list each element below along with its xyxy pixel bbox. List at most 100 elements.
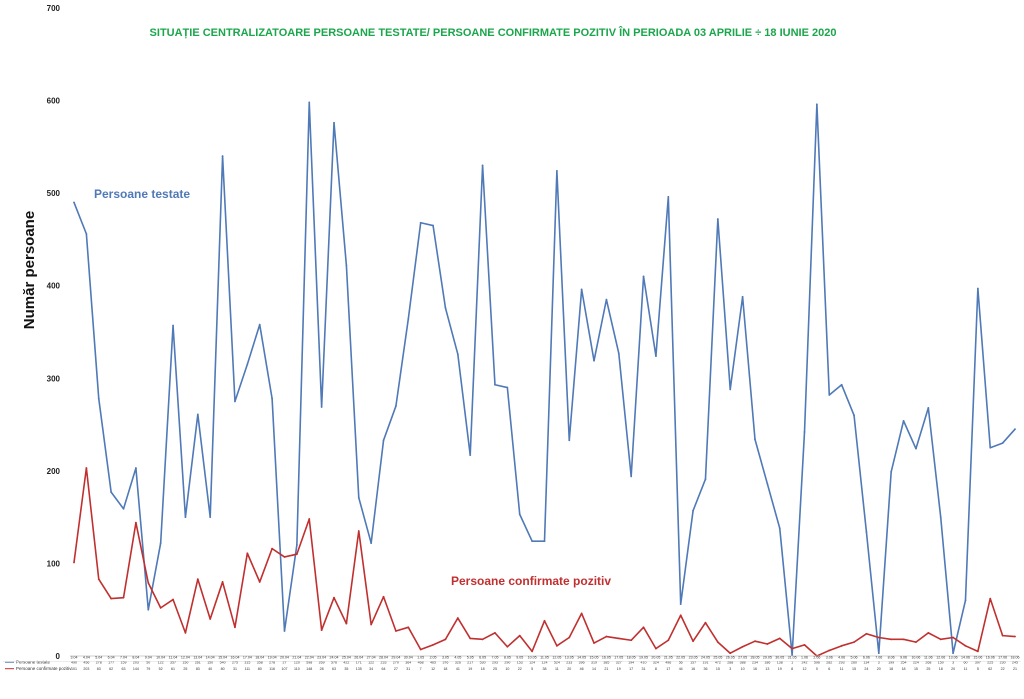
table-cell-1-33: 18 <box>481 667 485 671</box>
data-point-0-73 <box>976 287 979 290</box>
table-cell-0-7: 122 <box>158 661 164 665</box>
data-point-1-27 <box>407 626 410 629</box>
table-cell-1-36: 22 <box>518 667 522 671</box>
x-tick-label-33: 6.05 <box>479 656 486 660</box>
table-cell-1-14: 111 <box>245 667 250 671</box>
table-cell-0-36: 153 <box>517 661 523 665</box>
x-tick-label-12: 15.04 <box>218 656 227 660</box>
table-cell-0-10: 261 <box>195 661 201 665</box>
table-cell-1-76: 21 <box>1013 667 1017 671</box>
x-tick-label-54: 27.05 <box>738 656 747 660</box>
data-point-1-49 <box>679 614 682 617</box>
table-cell-1-35: 10 <box>505 667 509 671</box>
table-cell-1-39: 11 <box>555 667 559 671</box>
data-point-1-37 <box>531 650 534 653</box>
table-cell-0-4: 159 <box>121 661 127 665</box>
table-cell-0-2: 278 <box>96 661 102 665</box>
table-cell-1-54: 10 <box>741 667 745 671</box>
data-point-1-25 <box>382 595 385 598</box>
table-cell-1-28: 7 <box>420 667 422 671</box>
data-point-1-43 <box>605 635 608 638</box>
table-cell-0-41: 396 <box>579 661 585 665</box>
table-cell-1-40: 20 <box>567 667 571 671</box>
data-point-1-52 <box>716 641 719 644</box>
table-cell-0-11: 150 <box>207 661 213 665</box>
y-tick-label-3: 300 <box>47 374 61 383</box>
data-point-1-11 <box>209 618 212 620</box>
x-tick-label-31: 4.05 <box>454 656 461 660</box>
table-cell-1-29: 12 <box>431 667 435 671</box>
table-cell-0-68: 224 <box>913 661 919 665</box>
table-cell-0-27: 364 <box>405 661 411 665</box>
data-point-0-24 <box>370 542 373 544</box>
table-cell-0-22: 422 <box>343 661 349 665</box>
data-point-1-0 <box>73 561 75 564</box>
data-point-0-71 <box>952 652 954 655</box>
table-cell-1-5: 144 <box>133 667 139 671</box>
data-point-1-40 <box>568 636 571 639</box>
data-point-1-9 <box>184 631 187 634</box>
table-cell-1-43: 21 <box>604 667 608 671</box>
table-cell-0-63: 260 <box>851 661 857 665</box>
table-cell-1-71: 20 <box>951 667 955 671</box>
table-cell-0-45: 194 <box>628 661 634 665</box>
data-point-0-62 <box>840 383 843 386</box>
table-cell-0-65: 3 <box>878 661 880 665</box>
data-point-0-2 <box>97 397 100 400</box>
table-cell-1-22: 35 <box>344 667 348 671</box>
series-line-1 <box>73 467 1016 657</box>
table-cell-0-37: 124 <box>529 661 535 665</box>
table-cell-1-75: 22 <box>1001 667 1005 671</box>
x-tick-label-72: 14.06 <box>961 656 970 660</box>
data-point-1-66 <box>890 638 893 641</box>
x-tick-label-25: 28.04 <box>379 656 388 660</box>
data-point-1-59 <box>803 643 806 646</box>
x-tick-label-16: 19.04 <box>268 656 277 660</box>
data-point-1-68 <box>915 641 917 644</box>
data-point-1-29 <box>432 643 434 646</box>
table-cell-0-62: 293 <box>839 661 845 665</box>
series-tested <box>73 101 1016 656</box>
data-point-1-38 <box>543 619 546 622</box>
table-cell-0-76: 245 <box>1012 661 1018 665</box>
table-cell-0-15: 358 <box>257 661 263 665</box>
data-point-1-30 <box>444 638 447 641</box>
table-cell-1-63: 15 <box>852 667 856 671</box>
data-point-1-57 <box>778 637 781 640</box>
table-cell-0-46: 410 <box>641 661 647 665</box>
data-point-0-51 <box>704 478 707 481</box>
table-cell-0-13: 275 <box>232 661 238 665</box>
data-point-1-73 <box>976 650 979 653</box>
table-cell-0-73: 397 <box>975 661 981 665</box>
data-point-0-25 <box>382 439 385 442</box>
data-point-1-31 <box>456 617 459 619</box>
data-point-0-63 <box>853 414 855 417</box>
table-cell-1-62: 11 <box>840 667 844 671</box>
data-point-0-1 <box>85 232 88 235</box>
data-point-1-32 <box>469 637 472 640</box>
x-tick-label-41: 14.05 <box>577 656 586 660</box>
table-cell-0-17: 27 <box>282 661 286 665</box>
x-tick-label-10: 13.04 <box>193 656 202 660</box>
data-point-1-51 <box>704 621 707 624</box>
data-point-0-36 <box>518 513 521 516</box>
table-cell-1-57: 19 <box>778 667 782 671</box>
x-tick-label-53: 26.05 <box>726 656 735 660</box>
table-cell-0-28: 468 <box>418 661 424 665</box>
data-point-0-60 <box>815 103 818 106</box>
data-point-1-65 <box>877 636 880 639</box>
table-cell-1-70: 18 <box>939 667 943 671</box>
table-cell-1-32: 19 <box>468 667 472 671</box>
data-point-1-69 <box>927 631 930 634</box>
data-point-0-43 <box>605 298 608 301</box>
x-tick-label-58: 31.05 <box>788 656 797 660</box>
data-point-1-22 <box>345 622 348 625</box>
x-tick-label-32: 5.05 <box>467 656 474 660</box>
table-cell-0-53: 288 <box>727 661 733 665</box>
data-point-1-45 <box>630 639 633 642</box>
data-point-0-14 <box>246 363 249 366</box>
annotation-positive: Persoane confirmate pozitiv <box>451 574 611 588</box>
table-cell-0-50: 157 <box>690 661 696 665</box>
table-cell-1-20: 28 <box>320 667 324 671</box>
